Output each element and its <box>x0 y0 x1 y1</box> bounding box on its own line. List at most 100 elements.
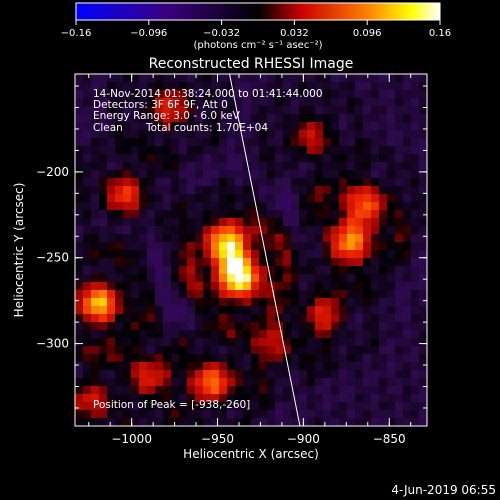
heatmap-cell <box>275 90 284 99</box>
heatmap-cell <box>99 218 108 227</box>
heatmap-cell <box>395 306 404 315</box>
heatmap-cell <box>387 298 396 307</box>
heatmap-cell <box>251 394 260 403</box>
heatmap-cell <box>115 258 124 267</box>
heatmap-cell <box>403 154 412 163</box>
heatmap-cell <box>355 338 364 347</box>
heatmap-cell <box>75 242 84 251</box>
heatmap-cell <box>211 378 220 387</box>
heatmap-cell <box>363 290 372 299</box>
heatmap-cell <box>235 410 244 419</box>
heatmap-cell <box>235 170 244 179</box>
heatmap-cell <box>363 394 372 403</box>
heatmap-cell <box>411 386 420 395</box>
heatmap-cell <box>155 234 164 243</box>
heatmap-cell <box>379 186 388 195</box>
heatmap-cell <box>83 90 92 99</box>
heatmap-cell <box>339 74 348 83</box>
heatmap-cell <box>155 298 164 307</box>
heatmap-cell <box>275 290 284 299</box>
heatmap-cell <box>259 402 268 411</box>
heatmap-cell <box>283 410 292 419</box>
heatmap-cell <box>91 322 100 331</box>
heatmap-cell <box>243 386 252 395</box>
heatmap-cell <box>283 90 292 99</box>
heatmap-cell <box>115 178 124 187</box>
heatmap-cell <box>267 402 276 411</box>
heatmap-cell <box>227 314 236 323</box>
heatmap-cell <box>203 258 212 267</box>
heatmap-cell <box>211 194 220 203</box>
heatmap-cell <box>147 322 156 331</box>
heatmap-cell <box>251 90 260 99</box>
heatmap-cell <box>299 402 308 411</box>
heatmap-cell <box>123 338 132 347</box>
heatmap-cell <box>387 306 396 315</box>
heatmap-cell <box>403 242 412 251</box>
heatmap-cell <box>283 290 292 299</box>
heatmap-cell <box>315 162 324 171</box>
heatmap-cell <box>363 170 372 179</box>
heatmap-cell <box>219 186 228 195</box>
heatmap-cell <box>283 210 292 219</box>
heatmap-cell <box>115 146 124 155</box>
x-tick-label: −900 <box>287 432 320 446</box>
heatmap-cell <box>179 226 188 235</box>
heatmap-cell <box>171 250 180 259</box>
heatmap-cell <box>219 218 228 227</box>
heatmap-cell <box>275 258 284 267</box>
heatmap-cell <box>139 170 148 179</box>
heatmap-cell <box>315 290 324 299</box>
heatmap-cell <box>379 394 388 403</box>
heatmap-cell <box>259 98 268 107</box>
heatmap-cell <box>387 114 396 123</box>
heatmap-cell <box>107 282 116 291</box>
heatmap-cell <box>83 410 92 419</box>
heatmap-cell <box>411 274 420 283</box>
heatmap-cell <box>323 410 332 419</box>
heatmap-cell <box>283 130 292 139</box>
heatmap-cell <box>267 266 276 275</box>
heatmap-cell <box>267 162 276 171</box>
heatmap-cell <box>307 322 316 331</box>
heatmap-cell <box>155 250 164 259</box>
heatmap-cell <box>115 226 124 235</box>
heatmap-cell <box>171 274 180 283</box>
heatmap-cell <box>187 194 196 203</box>
heatmap-cell <box>211 314 220 323</box>
heatmap-cell <box>83 258 92 267</box>
heatmap-cell <box>307 266 316 275</box>
heatmap-cell <box>395 106 404 115</box>
heatmap-cell <box>195 322 204 331</box>
heatmap-cell <box>75 170 84 179</box>
heatmap-cell <box>83 226 92 235</box>
heatmap-cell <box>107 370 116 379</box>
heatmap-cell <box>315 266 324 275</box>
heatmap-cell <box>275 170 284 179</box>
heatmap-cell <box>307 138 316 147</box>
heatmap-cell <box>107 346 116 355</box>
heatmap-cell <box>107 186 116 195</box>
heatmap-cell <box>419 218 427 227</box>
heatmap-cell <box>251 306 260 315</box>
heatmap-cell <box>171 202 180 211</box>
heatmap-cell <box>283 346 292 355</box>
heatmap-cell <box>123 410 132 419</box>
heatmap-cell <box>331 290 340 299</box>
heatmap-cell <box>203 130 212 139</box>
heatmap-cell <box>99 210 108 219</box>
heatmap-cell <box>291 250 300 259</box>
heatmap-cell <box>299 210 308 219</box>
heatmap-cell <box>251 386 260 395</box>
heatmap-cell <box>307 418 316 426</box>
heatmap-cell <box>91 218 100 227</box>
heatmap-cell <box>307 162 316 171</box>
heatmap-cell <box>75 210 84 219</box>
heatmap-cell <box>99 362 108 371</box>
heatmap-cell <box>75 346 84 355</box>
heatmap-cell <box>395 130 404 139</box>
heatmap-cell <box>243 258 252 267</box>
heatmap-cell <box>83 82 92 91</box>
heatmap-cell <box>115 402 124 411</box>
